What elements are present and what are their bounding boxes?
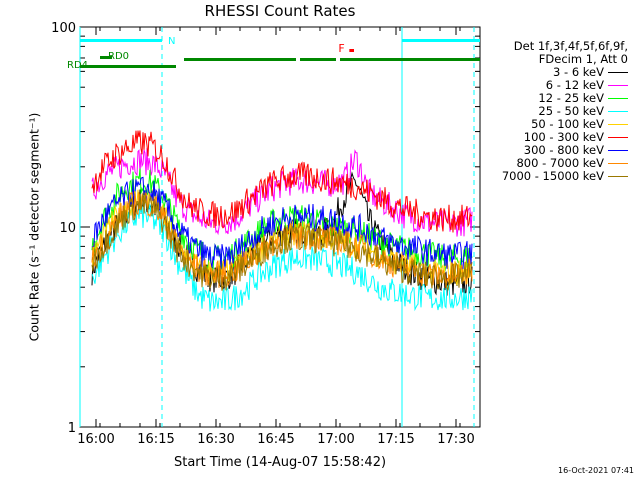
night-bar (80, 39, 162, 42)
legend-label: 800 - 7000 keV (516, 156, 604, 170)
legend-label: 100 - 300 keV (523, 130, 604, 144)
legend-swatch (608, 124, 628, 125)
x-tick-label: 17:15 (377, 432, 414, 447)
legend-item: 25 - 50 keV (478, 105, 630, 118)
series-lines (91, 130, 473, 312)
attenuator-bar-label: RD0 (108, 51, 129, 62)
legend-label: 3 - 6 keV (553, 65, 604, 79)
legend-item: 3 - 6 keV (478, 66, 630, 79)
legend-header-line-1: Det 1f,3f,4f,5f,6f,9f, (513, 39, 628, 53)
legend-swatch (608, 150, 628, 151)
y-tick-label: 100 (51, 21, 76, 36)
legend: Det 1f,3f,4f,5f,6f,9f, FDecim 1, Att 0 3… (478, 40, 630, 183)
legend-swatch (608, 85, 628, 86)
timestamp: 16-Oct-2021 07:41 (558, 466, 634, 475)
x-axis-label: Start Time (14-Aug-07 15:58:42) (173, 455, 387, 470)
attenuator-bar (340, 58, 480, 61)
legend-items: 3 - 6 keV 6 - 12 keV 12 - 25 keV 25 - 50 ke… (478, 66, 630, 183)
x-tick-label: 16:00 (77, 432, 114, 447)
legend-swatch (608, 72, 628, 73)
legend-swatch (608, 137, 628, 138)
legend-label: 6 - 12 keV (545, 78, 604, 92)
legend-label: 300 - 800 keV (523, 143, 604, 157)
legend-swatch (608, 111, 628, 112)
attenuator-bar (96, 65, 176, 68)
series-line (91, 130, 473, 233)
attenuator-bar (80, 65, 96, 68)
legend-swatch (608, 163, 628, 164)
x-tick-label: 16:30 (197, 432, 234, 447)
axis-ticks: 16:00 16:15 16:30 16:45 17:00 17:15 17:30 1 10 10… (51, 21, 481, 447)
night-bar-label: N (168, 36, 175, 47)
night-bar (402, 39, 480, 42)
attenuator-bar (184, 58, 296, 61)
legend-label: 7000 - 15000 keV (501, 169, 604, 183)
chart-title: RHESSI Count Rates (204, 2, 356, 20)
series-line (91, 202, 473, 312)
attenuator-bar (300, 58, 336, 61)
series-line (91, 147, 473, 237)
x-tick-label: 17:00 (317, 432, 354, 447)
legend-swatch (608, 98, 628, 99)
y-tick-label: 1 (68, 421, 76, 436)
legend-item: 50 - 100 keV (478, 118, 630, 131)
y-axis-label: Count Rate (s⁻¹ detector segment⁻¹) (26, 112, 42, 342)
legend-item: 7000 - 15000 keV (478, 170, 630, 183)
flare-bar-label: F (338, 42, 344, 55)
series-line (91, 176, 473, 271)
legend-label: 50 - 100 keV (531, 117, 604, 131)
attenuator-bar-label: RD4 (67, 60, 88, 71)
legend-header-line-2: FDecim 1, Att 0 (538, 52, 628, 66)
x-tick-label: 17:30 (437, 432, 474, 447)
legend-item: 300 - 800 keV (478, 144, 630, 157)
attenuator-bar (100, 56, 112, 59)
legend-item: 100 - 300 keV (478, 131, 630, 144)
legend-item: 12 - 25 keV (478, 92, 630, 105)
legend-swatch (608, 176, 628, 177)
series-line (91, 192, 473, 291)
x-tick-label: 16:15 (137, 432, 174, 447)
flare-bar (349, 49, 354, 52)
x-tick-label: 16:45 (257, 432, 294, 447)
legend-item: 6 - 12 keV (478, 79, 630, 92)
legend-label: 12 - 25 keV (538, 91, 604, 105)
legend-item: 800 - 7000 keV (478, 157, 630, 170)
legend-label: 25 - 50 keV (538, 104, 604, 118)
y-tick-label: 10 (59, 221, 76, 236)
